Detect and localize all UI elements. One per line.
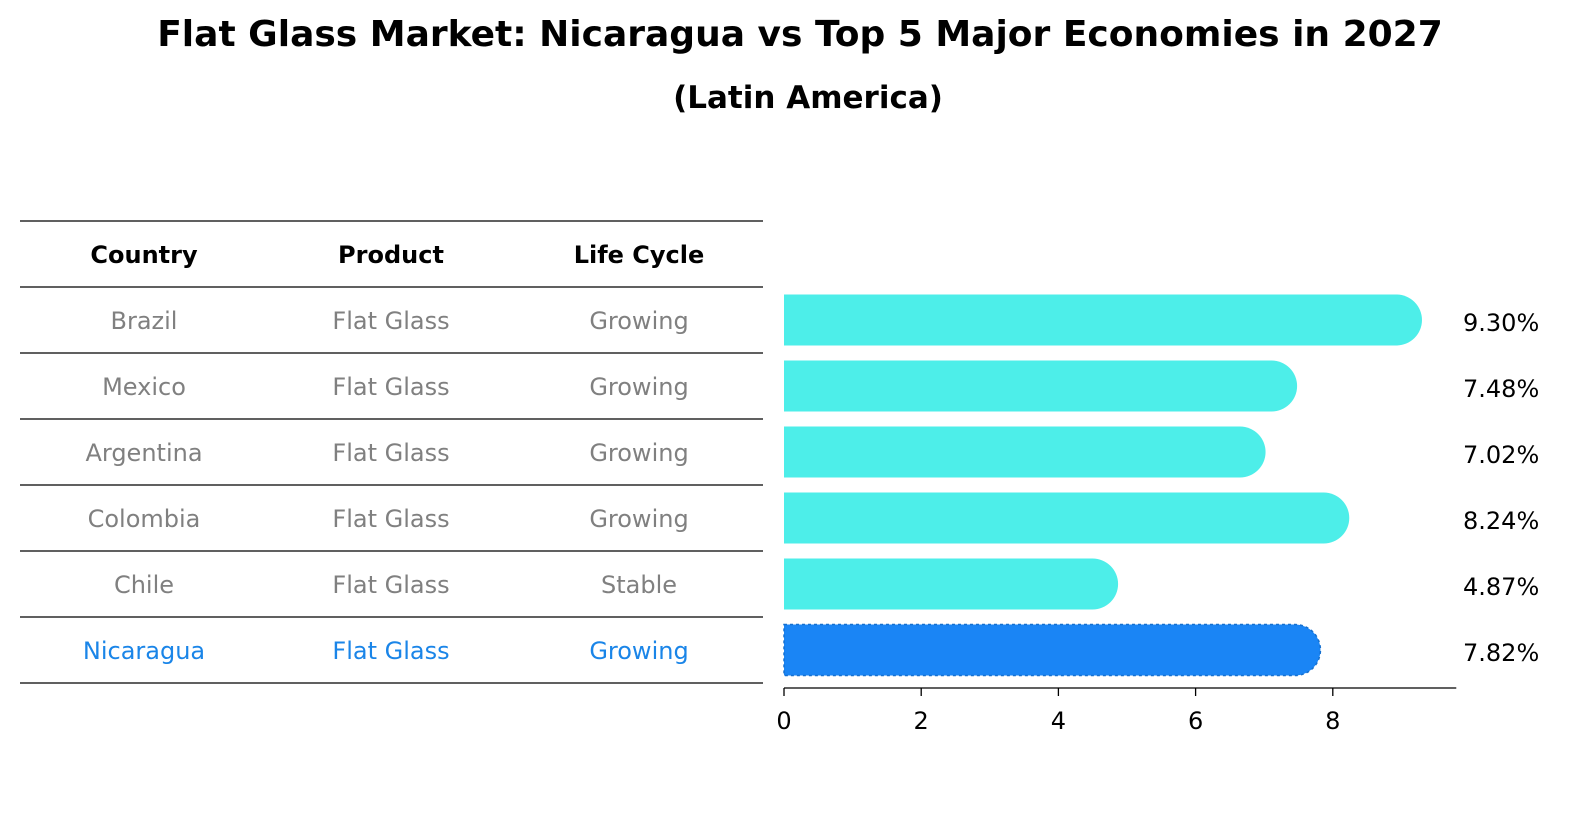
x-tick-label: 8 xyxy=(1325,707,1340,735)
bar-colombia xyxy=(784,492,1350,544)
bar-brazil xyxy=(784,294,1422,346)
table-cell-country: Argentina xyxy=(85,439,202,467)
table-header: Life Cycle xyxy=(574,241,705,269)
bar-mexico xyxy=(784,360,1298,412)
table-header: Product xyxy=(338,241,444,269)
bar-value-label: 7.02% xyxy=(1463,441,1539,469)
bar-value-label: 9.30% xyxy=(1463,309,1539,337)
bar-chile xyxy=(784,558,1119,610)
table-cell-country: Colombia xyxy=(88,505,201,533)
table-cell-country: Brazil xyxy=(111,307,178,335)
bar-chart: 9.30% 7.48% 7.02% 8.24% 4.87% 7.82% xyxy=(783,294,1539,677)
data-table: Country Product Life Cycle Brazil Flat Glass… xyxy=(20,220,763,684)
table-cell-life-cycle: Growing xyxy=(589,307,688,335)
table-cell-life-cycle: Growing xyxy=(589,373,688,401)
bar-value-label: 7.48% xyxy=(1463,375,1539,403)
bar-value-label: 4.87% xyxy=(1463,573,1539,601)
x-tick-label: 2 xyxy=(914,707,929,735)
bar-nicaragua xyxy=(783,623,1322,677)
table-cell-country: Nicaragua xyxy=(83,637,205,665)
table-cell-life-cycle: Growing xyxy=(589,505,688,533)
chart-title: Flat Glass Market: Nicaragua vs Top 5 Ma… xyxy=(157,14,1443,55)
x-tick-label: 0 xyxy=(776,707,791,735)
bar-value-label: 7.82% xyxy=(1463,639,1539,667)
table-cell-product: Flat Glass xyxy=(332,571,449,599)
table-cell-life-cycle: Growing xyxy=(589,637,688,665)
bar-value-label: 8.24% xyxy=(1463,507,1539,535)
table-cell-product: Flat Glass xyxy=(332,505,449,533)
table-cell-product: Flat Glass xyxy=(332,307,449,335)
x-tick-label: 4 xyxy=(1051,707,1066,735)
table-cell-product: Flat Glass xyxy=(332,637,449,665)
bar-argentina xyxy=(784,426,1266,478)
x-axis: 0 2 4 6 8 xyxy=(776,687,1457,735)
chart-subtitle: (Latin America) xyxy=(673,80,943,116)
x-tick-label: 6 xyxy=(1188,707,1203,735)
table-cell-life-cycle: Stable xyxy=(601,571,677,599)
table-cell-product: Flat Glass xyxy=(332,439,449,467)
table-cell-country: Mexico xyxy=(102,373,186,401)
table-cell-product: Flat Glass xyxy=(332,373,449,401)
table-cell-life-cycle: Growing xyxy=(589,439,688,467)
table-header: Country xyxy=(90,241,198,269)
table-cell-country: Chile xyxy=(114,571,174,599)
